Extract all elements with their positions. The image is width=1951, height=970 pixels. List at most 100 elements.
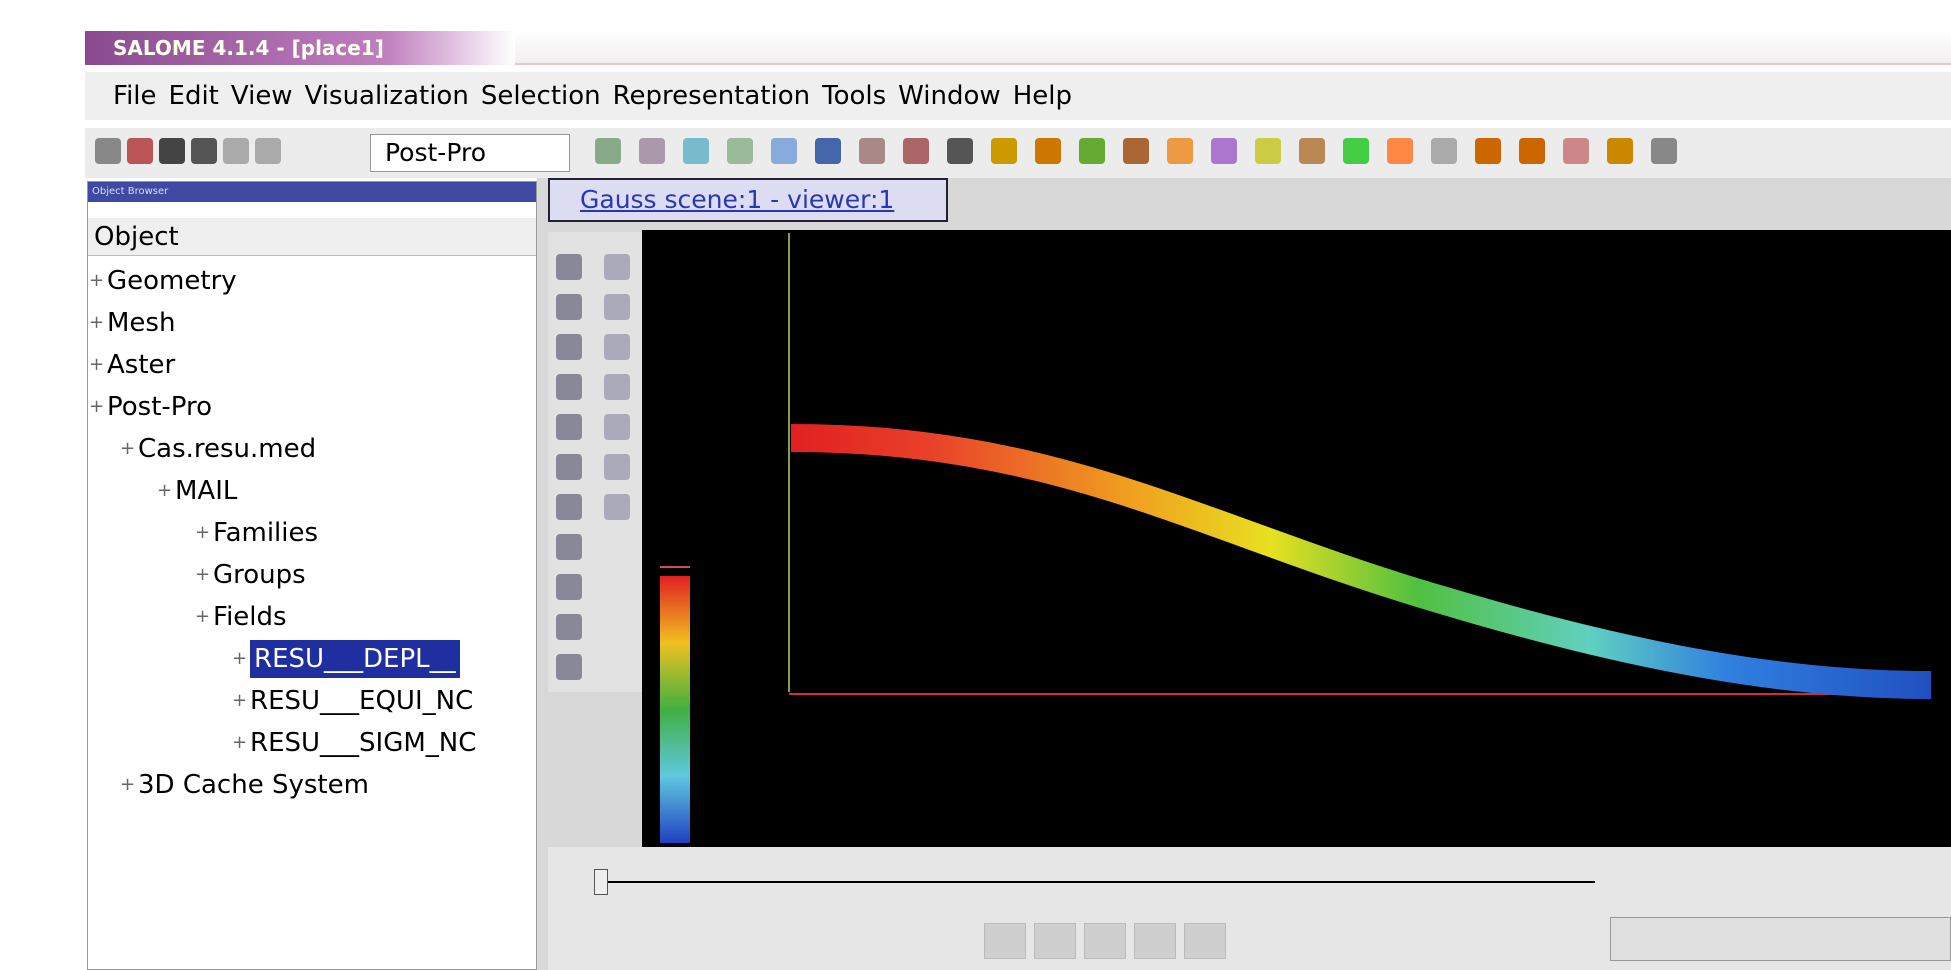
tree-expander[interactable]: + (232, 648, 247, 669)
menu-item[interactable]: Edit (169, 81, 219, 111)
view-button[interactable] (556, 494, 582, 520)
tool-button[interactable] (683, 138, 709, 164)
tool-button[interactable] (727, 138, 753, 164)
menu-item[interactable]: Help (1013, 81, 1072, 111)
tool-button[interactable] (947, 138, 973, 164)
view-button[interactable] (604, 494, 630, 520)
view-button[interactable] (556, 294, 582, 320)
viewer-toolbar (548, 232, 642, 692)
tool-button[interactable] (1607, 138, 1633, 164)
tool-button[interactable] (1343, 138, 1369, 164)
tool-button[interactable] (159, 138, 185, 164)
menu-item[interactable]: View (231, 81, 293, 111)
tool-button[interactable] (191, 138, 217, 164)
tree-node[interactable]: Groups (213, 556, 306, 594)
view-button[interactable] (556, 414, 582, 440)
tool-button[interactable] (95, 138, 121, 164)
play-button[interactable] (1184, 923, 1226, 959)
view-button[interactable] (556, 254, 582, 280)
tree-node[interactable]: 3D Cache System (138, 766, 369, 804)
title-bar: SALOME 4.1.4 - [place1] (85, 31, 1951, 65)
menu-item[interactable]: Window (898, 81, 1001, 111)
tree-expander[interactable]: + (120, 774, 135, 795)
color-scale (660, 576, 690, 843)
tool-button[interactable] (903, 138, 929, 164)
tool-button[interactable] (595, 138, 621, 164)
view-button[interactable] (556, 654, 582, 680)
tool-button[interactable] (1299, 138, 1325, 164)
tool-button[interactable] (771, 138, 797, 164)
tree-expander[interactable]: + (89, 270, 104, 291)
play-button[interactable] (1034, 923, 1076, 959)
view-button[interactable] (604, 294, 630, 320)
play-button[interactable] (1084, 923, 1126, 959)
speed-box[interactable] (1610, 917, 1951, 961)
tree-node[interactable]: Aster (107, 346, 175, 384)
view-button[interactable] (604, 454, 630, 480)
menu-item[interactable]: Representation (613, 81, 810, 111)
tree-node[interactable]: Cas.resu.med (138, 430, 316, 468)
menu-item[interactable]: Tools (822, 81, 886, 111)
tool-button[interactable] (1519, 138, 1545, 164)
tree-expander[interactable]: + (89, 396, 104, 417)
module-combo[interactable]: Post-Pro (370, 134, 570, 172)
tree-expander[interactable]: + (232, 732, 247, 753)
tree-expander[interactable]: + (120, 438, 135, 459)
tool-button[interactable] (1255, 138, 1281, 164)
view-button[interactable] (556, 614, 582, 640)
tool-button[interactable] (255, 138, 281, 164)
tool-button[interactable] (1563, 138, 1589, 164)
tool-button[interactable] (815, 138, 841, 164)
tree-node[interactable]: RESU___DEPL__ (250, 640, 460, 678)
tree-expander[interactable]: + (89, 312, 104, 333)
tool-button[interactable] (223, 138, 249, 164)
tree-node[interactable]: Geometry (107, 262, 237, 300)
tool-button[interactable] (859, 138, 885, 164)
view-button[interactable] (604, 254, 630, 280)
tool-button[interactable] (1035, 138, 1061, 164)
view-button[interactable] (604, 334, 630, 360)
view-button[interactable] (556, 574, 582, 600)
tool-button[interactable] (1431, 138, 1457, 164)
tree-expander[interactable]: + (157, 480, 172, 501)
tool-button[interactable] (991, 138, 1017, 164)
menu-item[interactable]: Visualization (305, 81, 469, 111)
tree-node[interactable]: RESU___EQUI_NC (250, 682, 473, 720)
time-slider[interactable] (598, 881, 1595, 883)
view-button[interactable] (604, 374, 630, 400)
tree-node[interactable]: RESU___SIGM_NC (250, 724, 476, 762)
tool-button[interactable] (1651, 138, 1677, 164)
tree-node[interactable]: MAIL (175, 472, 237, 510)
play-button[interactable] (984, 923, 1026, 959)
slider-handle[interactable] (594, 869, 608, 895)
tool-button[interactable] (1123, 138, 1149, 164)
tree-expander[interactable]: + (89, 354, 104, 375)
object-browser: Object Browser Object +Geometry+Mesh+Ast… (87, 181, 537, 970)
menu-item[interactable]: Selection (481, 81, 601, 111)
view-button[interactable] (556, 534, 582, 560)
tree-expander[interactable]: + (232, 690, 247, 711)
tree-node[interactable]: Post-Pro (107, 388, 212, 426)
tool-button[interactable] (1475, 138, 1501, 164)
tool-button[interactable] (127, 138, 153, 164)
view-button[interactable] (604, 414, 630, 440)
animation-panel (548, 847, 1951, 970)
tool-button[interactable] (1211, 138, 1237, 164)
tree-expander[interactable]: + (195, 564, 210, 585)
tool-button[interactable] (1079, 138, 1105, 164)
tool-button[interactable] (1167, 138, 1193, 164)
menu-item[interactable]: File (113, 81, 157, 111)
tree-node[interactable]: Mesh (107, 304, 175, 342)
view-button[interactable] (556, 334, 582, 360)
tree-node[interactable]: Fields (213, 598, 287, 636)
tool-button[interactable] (639, 138, 665, 164)
play-button[interactable] (1134, 923, 1176, 959)
view-button[interactable] (556, 454, 582, 480)
view-button[interactable] (556, 374, 582, 400)
3d-view (642, 230, 1951, 847)
tree-expander[interactable]: + (195, 606, 210, 627)
tree-expander[interactable]: + (195, 522, 210, 543)
viewer-tab[interactable]: Gauss scene:1 - viewer:1 (548, 178, 948, 222)
tree-node[interactable]: Families (213, 514, 318, 552)
tool-button[interactable] (1387, 138, 1413, 164)
